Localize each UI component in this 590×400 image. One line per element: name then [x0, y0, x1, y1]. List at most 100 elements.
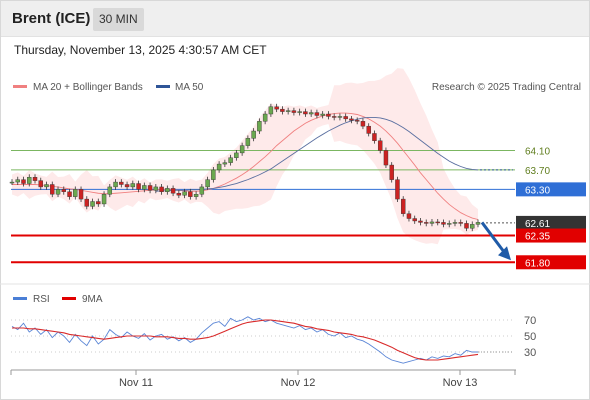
level-label-63.30: 63.30 — [525, 185, 550, 196]
rsi-legend-label: RSI — [33, 294, 50, 305]
candle-body — [27, 177, 32, 184]
candle-body — [142, 185, 147, 190]
time-label: Nov 13 — [443, 377, 478, 389]
rsi-tick-30: 30 — [524, 347, 536, 359]
candle-body — [211, 169, 216, 180]
candle-body — [349, 118, 354, 121]
candle-body — [464, 223, 469, 229]
forecast-arrow-head — [498, 246, 511, 261]
rsi-tick-50: 50 — [524, 331, 536, 343]
candle-body — [239, 145, 245, 154]
level-label-61.80: 61.80 — [525, 258, 550, 269]
candle-body — [32, 177, 38, 181]
candle-body — [308, 112, 314, 115]
candle-body — [55, 189, 61, 195]
candle-body — [78, 189, 84, 200]
candle-body — [251, 130, 256, 139]
candle-body — [245, 138, 251, 146]
candle-body — [199, 186, 205, 195]
level-label-64.10: 64.10 — [525, 146, 550, 157]
candle-body — [297, 111, 302, 113]
forecast-arrow-shaft — [480, 221, 507, 255]
candle-body — [383, 150, 389, 166]
candle-body — [320, 113, 325, 116]
ma50-line — [155, 116, 479, 192]
candle-body — [44, 184, 49, 188]
candle-body — [130, 183, 136, 188]
candle-body — [124, 184, 130, 188]
candle-body — [389, 164, 394, 180]
candle-body — [73, 189, 78, 197]
ma50-legend-swatch — [156, 85, 170, 88]
candle-body — [84, 198, 90, 207]
level-label-62.61: 62.61 — [525, 219, 550, 230]
candle-body — [429, 221, 435, 224]
candle-body — [176, 193, 182, 196]
candle-body — [257, 121, 262, 132]
ma20-legend-swatch — [13, 85, 27, 88]
candle-body — [21, 179, 26, 184]
ma50-legend-label: MA 50 — [175, 82, 204, 93]
candle-body — [188, 191, 193, 197]
candle-body — [452, 222, 458, 224]
instrument-title: Brent (ICE) — [12, 10, 91, 27]
time-label: Nov 11 — [119, 377, 153, 389]
candle-body — [372, 133, 377, 141]
candle-body — [216, 163, 222, 171]
candle-body — [418, 220, 423, 223]
timeframe-badge[interactable]: 30 MIN — [93, 8, 144, 31]
candle-body — [165, 188, 170, 192]
candle-body — [412, 218, 417, 222]
candle-body — [61, 189, 66, 192]
candle-body — [291, 110, 297, 113]
candle-body — [366, 125, 371, 134]
candle-body — [67, 191, 72, 197]
candle-body — [337, 116, 343, 118]
candle-body — [38, 180, 43, 188]
candle-body — [303, 111, 308, 115]
level-label-62.35: 62.35 — [525, 232, 550, 243]
candle-body — [119, 181, 124, 185]
candle-body — [101, 194, 107, 205]
candle-body — [441, 222, 446, 225]
time-axis-labels: Nov 11 Nov 12 Nov 13 — [10, 370, 516, 389]
level-tag-63.30 — [516, 182, 586, 197]
candle-body — [326, 113, 331, 117]
candle-body — [205, 179, 210, 188]
candle-body — [274, 106, 279, 110]
level-tag-61.80 — [516, 255, 586, 270]
candle-body — [377, 140, 383, 151]
timestamp: Thursday, November 13, 2025 4:30:57 AM C… — [14, 43, 267, 57]
rsi-legend-swatch — [13, 297, 27, 300]
candle-body — [314, 112, 320, 116]
bollinger-band — [12, 68, 478, 245]
candle-body — [234, 152, 239, 158]
rsi-ma-legend-swatch — [62, 297, 76, 300]
candle-body — [113, 181, 118, 188]
candle-body — [268, 106, 274, 115]
level-tag-62.35 — [516, 228, 586, 243]
time-label: Nov 12 — [281, 377, 316, 389]
candle-body — [435, 221, 440, 224]
candle-body — [9, 181, 15, 184]
price-pane: 64.10 63.70 63.30 62.61 62.35 61.80 — [9, 68, 586, 270]
candle-body — [50, 184, 55, 195]
candle-body — [107, 186, 113, 195]
credit-text: Research © 2025 Trading Central — [432, 82, 581, 93]
level-tag-62.61 — [516, 215, 586, 230]
candle-body — [447, 223, 452, 225]
candle-body — [170, 188, 176, 194]
level-label-63.70: 63.70 — [525, 166, 550, 177]
candle-body — [159, 186, 164, 192]
candle-body — [262, 113, 268, 122]
candle-body — [360, 121, 366, 127]
rsi-line — [11, 316, 478, 364]
ma20-legend-label: MA 20 + Bollinger Bands — [33, 82, 143, 93]
candle-body — [90, 201, 95, 207]
rsi-tick-70: 70 — [524, 315, 536, 327]
rsi-pane: 70 50 30 — [11, 315, 536, 364]
candle-body — [354, 120, 360, 122]
rsi-ma-line — [12, 319, 479, 361]
candle-body — [222, 162, 228, 165]
